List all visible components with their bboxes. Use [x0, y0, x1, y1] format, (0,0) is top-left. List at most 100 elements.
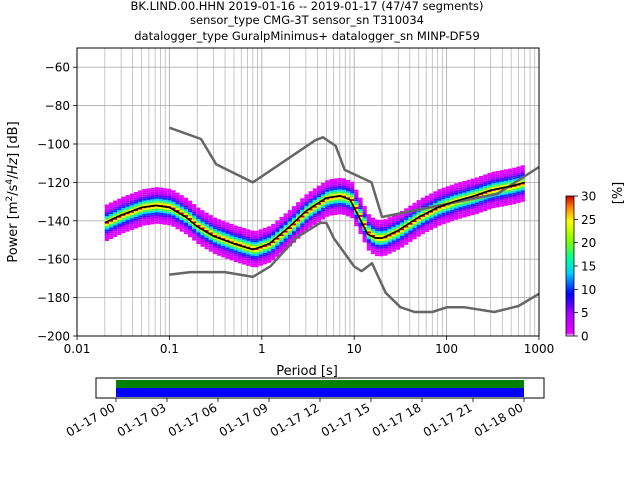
psd-cell: [325, 182, 330, 185]
psd-cell: [254, 246, 259, 249]
psd-cell: [121, 221, 126, 224]
psd-cell: [121, 219, 126, 222]
psd-cell: [183, 220, 188, 223]
psd-cell: [254, 263, 259, 266]
psd-cell: [508, 191, 513, 194]
psd-cell: [108, 227, 114, 230]
psd-cell: [416, 234, 421, 237]
psd-cell: [516, 166, 521, 169]
psd-cell: [138, 211, 143, 214]
psd-cell: [312, 222, 317, 225]
psd-cell: [221, 247, 226, 250]
timeline-tick-label: 01-17 09: [217, 400, 271, 439]
psd-cell: [441, 212, 446, 215]
psd-cell: [304, 215, 309, 218]
psd-cell: [474, 210, 480, 212]
psd-cell: [354, 205, 359, 207]
psd-cell: [370, 229, 376, 232]
psd-cell: [520, 186, 525, 189]
psd-cell: [503, 190, 509, 193]
psd-cell: [321, 190, 326, 193]
psd-cell: [520, 199, 525, 202]
psd-cell: [266, 241, 272, 244]
psd-cell: [366, 229, 371, 232]
psd-cell: [200, 225, 205, 228]
psd-cell: [146, 203, 151, 206]
psd-cell: [362, 236, 367, 239]
psd-cell: [271, 258, 276, 261]
psd-cell: [108, 221, 114, 224]
psd-cell: [358, 211, 363, 214]
psd-cell: [121, 204, 126, 207]
psd-cell: [366, 239, 371, 242]
psd-cell: [275, 253, 280, 255]
psd-cell: [108, 237, 114, 239]
psd-cell: [212, 227, 218, 230]
psd-cell: [296, 215, 301, 218]
psd-cell: [133, 222, 139, 225]
psd-cell: [416, 232, 421, 235]
psd-cell: [300, 205, 305, 208]
psd-cell: [133, 191, 139, 194]
psd-cell: [458, 205, 463, 208]
psd-cell: [345, 208, 351, 211]
psd-cell: [108, 208, 114, 211]
psd-cell: [474, 202, 480, 205]
colorbar-tick-label: 25: [581, 213, 596, 227]
psd-cell: [246, 248, 251, 251]
psd-cell: [217, 238, 222, 241]
psd-cell: [437, 189, 442, 192]
psd-cell: [254, 236, 259, 239]
psd-cell: [408, 232, 413, 235]
psd-cell: [470, 186, 475, 189]
psd-cell: [287, 213, 292, 216]
psd-cell: [129, 208, 134, 211]
psd-cell: [262, 227, 267, 230]
psd-cell: [462, 202, 467, 205]
psd-cell: [345, 181, 351, 184]
psd-cell: [291, 229, 297, 232]
psd-cell: [237, 251, 243, 254]
psd-cell: [266, 234, 272, 236]
psd-cell: [200, 242, 205, 245]
psd-cell: [279, 224, 284, 227]
psd-cell: [429, 224, 434, 227]
psd-cell: [150, 199, 155, 202]
psd-cell: [225, 233, 230, 236]
psd-cell: [383, 224, 388, 227]
psd-cell: [358, 224, 363, 227]
psd-cell: [163, 195, 168, 198]
psd-cell: [483, 209, 488, 211]
psd-cell: [246, 258, 251, 261]
psd-cell: [316, 199, 322, 202]
psd-cell: [304, 213, 309, 216]
psd-cell: [474, 181, 480, 184]
psd-cell: [520, 180, 525, 183]
psd-cell: [466, 214, 471, 217]
psd-cell: [466, 208, 471, 211]
psd-cell: [387, 246, 392, 248]
psd-cell: [441, 220, 446, 223]
psd-cell: [279, 226, 284, 229]
psd-cell: [129, 218, 134, 221]
psd-cell: [192, 215, 197, 218]
psd-cell: [113, 217, 118, 220]
psd-cell: [387, 242, 392, 245]
psd-cell: [204, 233, 209, 236]
psd-cell: [491, 175, 496, 178]
psd-cell: [217, 240, 222, 243]
psd-cell: [233, 250, 238, 253]
psd-cell: [395, 226, 401, 229]
psd-cell: [483, 205, 488, 208]
psd-cell: [379, 231, 384, 234]
psd-cell: [383, 242, 388, 245]
psd-cell: [391, 222, 396, 225]
psd-cell: [121, 227, 126, 230]
psd-cell: [462, 194, 467, 197]
psd-cell: [212, 223, 218, 226]
psd-cell: [150, 189, 155, 192]
psd-cell: [312, 192, 317, 195]
psd-cell: [250, 238, 255, 241]
psd-cell: [142, 219, 147, 222]
psd-cell: [408, 228, 413, 231]
